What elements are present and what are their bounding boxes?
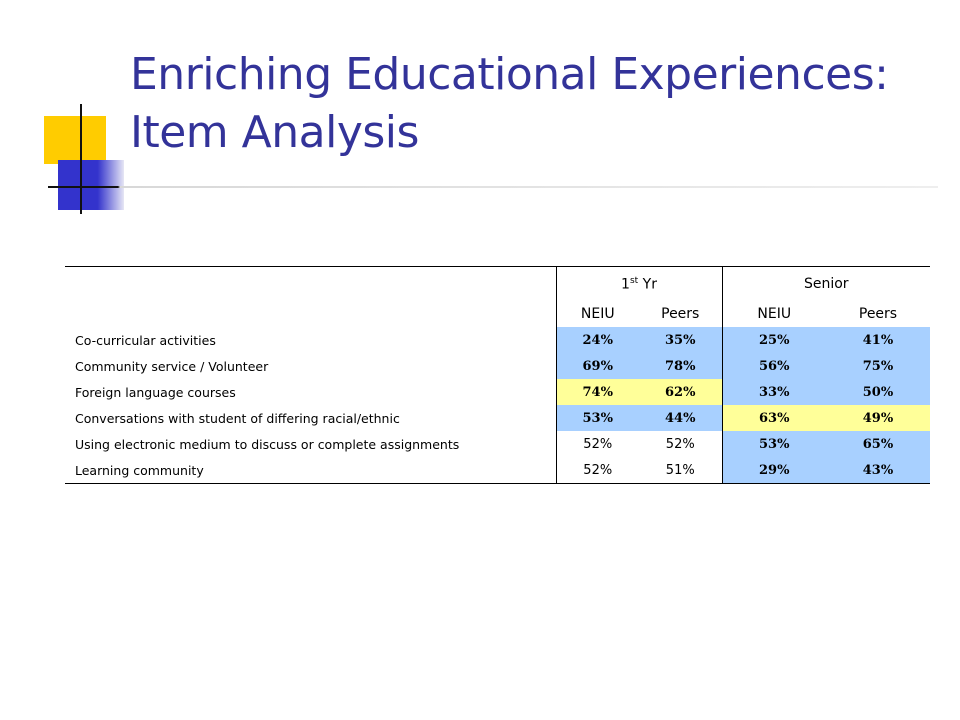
slide-title-line-1: Enriching Educational Experiences: [130,49,889,100]
row-label: Conversations with student of differing … [75,410,400,426]
subheader-empty-cell [65,301,556,327]
cell-value: 43% [826,457,930,484]
subheader-neiu-senior: NEIU [721,301,826,327]
header-senior: Senior [721,266,930,301]
title-underline [48,186,938,188]
table-row: Using electronic medium to discuss or co… [65,431,930,457]
decor-blue-square [58,160,124,210]
table-row: Foreign language courses 74% 62% 33% 50% [65,379,930,405]
decor-yellow-square [44,116,106,164]
cell-value: 78% [639,353,722,379]
subheader-peers-senior: Peers [858,306,898,322]
cell-value: 56% [721,353,826,379]
table-row: Conversations with student of differing … [65,405,930,431]
cell-value: 50% [826,379,930,405]
cell-value: 24% [555,327,639,353]
first-year-suffix: st [629,275,639,286]
cell-value: 25% [721,327,826,353]
first-year-label: Yr [638,276,657,293]
cell-value: 74% [555,379,639,405]
cell-value: 75% [826,353,930,379]
slide-title-line-2: Item Analysis [130,107,419,158]
header-empty-cell [65,267,556,302]
table-row: Learning community 52% 51% 29% 43% [65,457,930,484]
group-header-row: 1st Yr Senior [65,266,930,302]
cell-value: 35% [639,327,722,353]
sub-header-row: NEIU Peers NEIU Peers [65,301,930,327]
cell-value: 62% [639,379,722,405]
row-label: Using electronic medium to discuss or co… [75,436,460,452]
cell-value: 69% [555,353,639,379]
cell-value: 44% [639,405,722,431]
row-label: Community service / Volunteer [75,358,269,374]
slide-title: Enriching Educational Experiences: Item … [130,46,889,162]
cell-value: 51% [665,462,695,478]
cell-value: 63% [721,405,826,431]
cell-value: 53% [721,431,826,457]
cell-value: 49% [826,405,930,431]
header-first-year: 1st Yr [555,266,722,301]
subheader-peers-first-year: Peers [661,306,700,322]
table-row: Community service / Volunteer 69% 78% 56… [65,353,930,379]
decor-vertical-line [80,104,82,214]
item-analysis-table: 1st Yr Senior NEIU Peers NEIU Peers Co-c… [65,266,930,484]
cell-value: 65% [826,431,930,457]
cell-value: 52% [555,457,639,484]
cell-value: 29% [721,457,826,484]
row-label: Co-curricular activities [75,332,216,348]
subheader-neiu-first-year: NEIU [555,301,639,327]
cell-value: 52% [555,431,639,457]
row-label: Foreign language courses [75,384,236,400]
cell-value: 33% [721,379,826,405]
row-label: Learning community [75,462,204,478]
table-row: Co-curricular activities 24% 35% 25% 41% [65,327,930,353]
cell-value: 41% [826,327,930,353]
first-year-number: 1 [621,276,630,293]
cell-value: 52% [665,436,695,452]
cell-value: 53% [555,405,639,431]
